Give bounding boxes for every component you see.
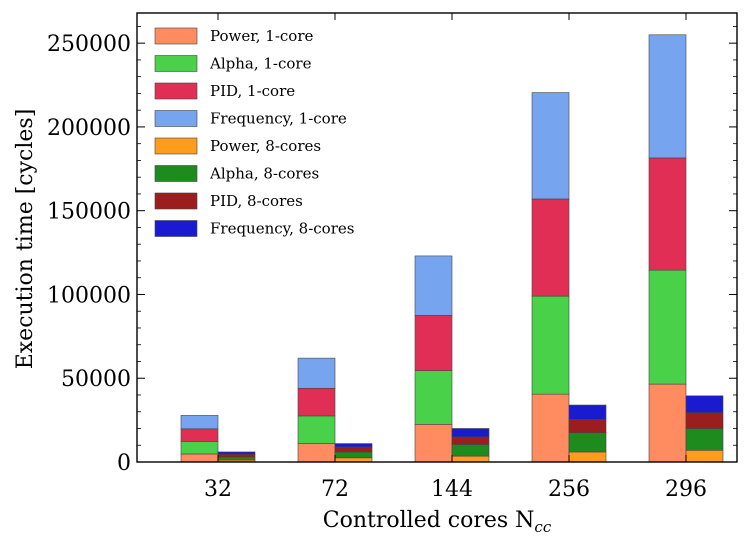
bar-256-frequency-8-cores <box>568 404 607 420</box>
legend-swatch <box>154 137 198 155</box>
legend: Power, 1-core Alpha, 1-core PID, 1-core Fre… <box>154 27 354 238</box>
bar-144-alpha-1-core <box>414 370 453 425</box>
bar-256-pid-8-cores <box>568 418 607 433</box>
y-tick-label: 150000 <box>47 200 131 225</box>
bar-296-alpha-1-core <box>648 269 687 385</box>
bar-296-frequency-1-core <box>648 34 687 159</box>
bar-32-pid-8-cores <box>217 453 256 458</box>
legend-swatch <box>154 27 198 45</box>
bar-256-power-1-core <box>531 393 570 463</box>
bar-32-frequency-1-core <box>180 415 219 430</box>
bar-256-frequency-1-core <box>531 92 570 200</box>
legend-swatch <box>154 110 198 127</box>
x-tick-label: 296 <box>665 477 707 502</box>
bar-256-power-8-cores <box>568 451 607 463</box>
bar-296-power-8-cores <box>685 449 724 463</box>
bar-296-alpha-8-cores <box>685 428 724 451</box>
legend-label: PID, 1-core <box>210 82 295 100</box>
legend-label: Alpha, 1-core <box>209 55 312 73</box>
bar-256-alpha-1-core <box>531 295 570 395</box>
bar-144-frequency-8-cores <box>451 428 490 438</box>
bar-72-alpha-1-core <box>297 415 336 444</box>
bar-144-frequency-1-core <box>414 255 453 316</box>
legend-label: Alpha, 8-cores <box>209 165 319 183</box>
bar-144-pid-8-cores <box>451 436 490 445</box>
bar-296-power-1-core <box>648 383 687 463</box>
bar-32-alpha-8-cores <box>217 456 256 461</box>
x-axis-title: Controlled cores Ncc <box>323 508 552 536</box>
plot-frame <box>136 12 738 463</box>
x-tick-label: 144 <box>431 477 473 502</box>
x-tick-label: 256 <box>548 477 590 502</box>
legend-label: Power, 1-core <box>210 27 314 45</box>
bar-72-power-1-core <box>297 443 336 463</box>
bar-72-pid-1-core <box>297 387 336 417</box>
x-tick-label: 72 <box>321 477 349 502</box>
x-tick-label: 32 <box>204 477 232 502</box>
y-tick-label: 0 <box>117 451 131 476</box>
legend-label: Frequency, 1-core <box>210 110 347 128</box>
bar-32-alpha-1-core <box>180 441 219 455</box>
legend-swatch <box>154 165 198 182</box>
bar-72-pid-8-cores <box>334 446 373 453</box>
bar-144-power-8-cores <box>451 455 490 463</box>
axes-layer: 32 72 144 256 296 0 50000 100000 150000 200000 250… <box>47 12 738 502</box>
legend-label: Frequency, 8-cores <box>210 220 354 238</box>
y-tick-label: 50000 <box>61 367 131 392</box>
legend-label: PID, 8-cores <box>210 192 303 210</box>
bar-296-pid-8-cores <box>685 412 724 429</box>
bar-144-power-1-core <box>414 424 453 463</box>
legend-swatch <box>154 192 198 210</box>
legend-swatch <box>154 55 198 72</box>
legend-swatch <box>154 82 198 100</box>
bar-144-pid-1-core <box>414 315 453 371</box>
bar-296-frequency-8-cores <box>685 395 724 413</box>
bar-144-alpha-8-cores <box>451 444 490 457</box>
bar-72-alpha-8-cores <box>334 451 373 459</box>
bar-256-alpha-8-cores <box>568 432 607 453</box>
x-axis-title-main: Controlled cores N <box>323 508 535 533</box>
x-axis-title-subscript: cc <box>534 518 551 536</box>
bar-256-pid-1-core <box>531 198 570 297</box>
y-tick-label: 200000 <box>47 116 131 141</box>
bar-32-pid-1-core <box>180 428 219 442</box>
legend-swatch <box>154 220 198 237</box>
y-tick-label: 100000 <box>47 283 131 308</box>
y-tick-label: 250000 <box>47 32 131 57</box>
legend-label: Power, 8-cores <box>210 137 321 155</box>
bars-layer <box>180 34 724 463</box>
bar-72-frequency-8-cores <box>334 443 373 448</box>
bar-32-frequency-8-cores <box>217 451 256 455</box>
bar-296-pid-1-core <box>648 157 687 271</box>
y-axis-title: Execution time [cycles] <box>13 109 38 370</box>
bar-72-frequency-1-core <box>297 357 336 389</box>
bar-32-power-1-core <box>180 453 219 463</box>
